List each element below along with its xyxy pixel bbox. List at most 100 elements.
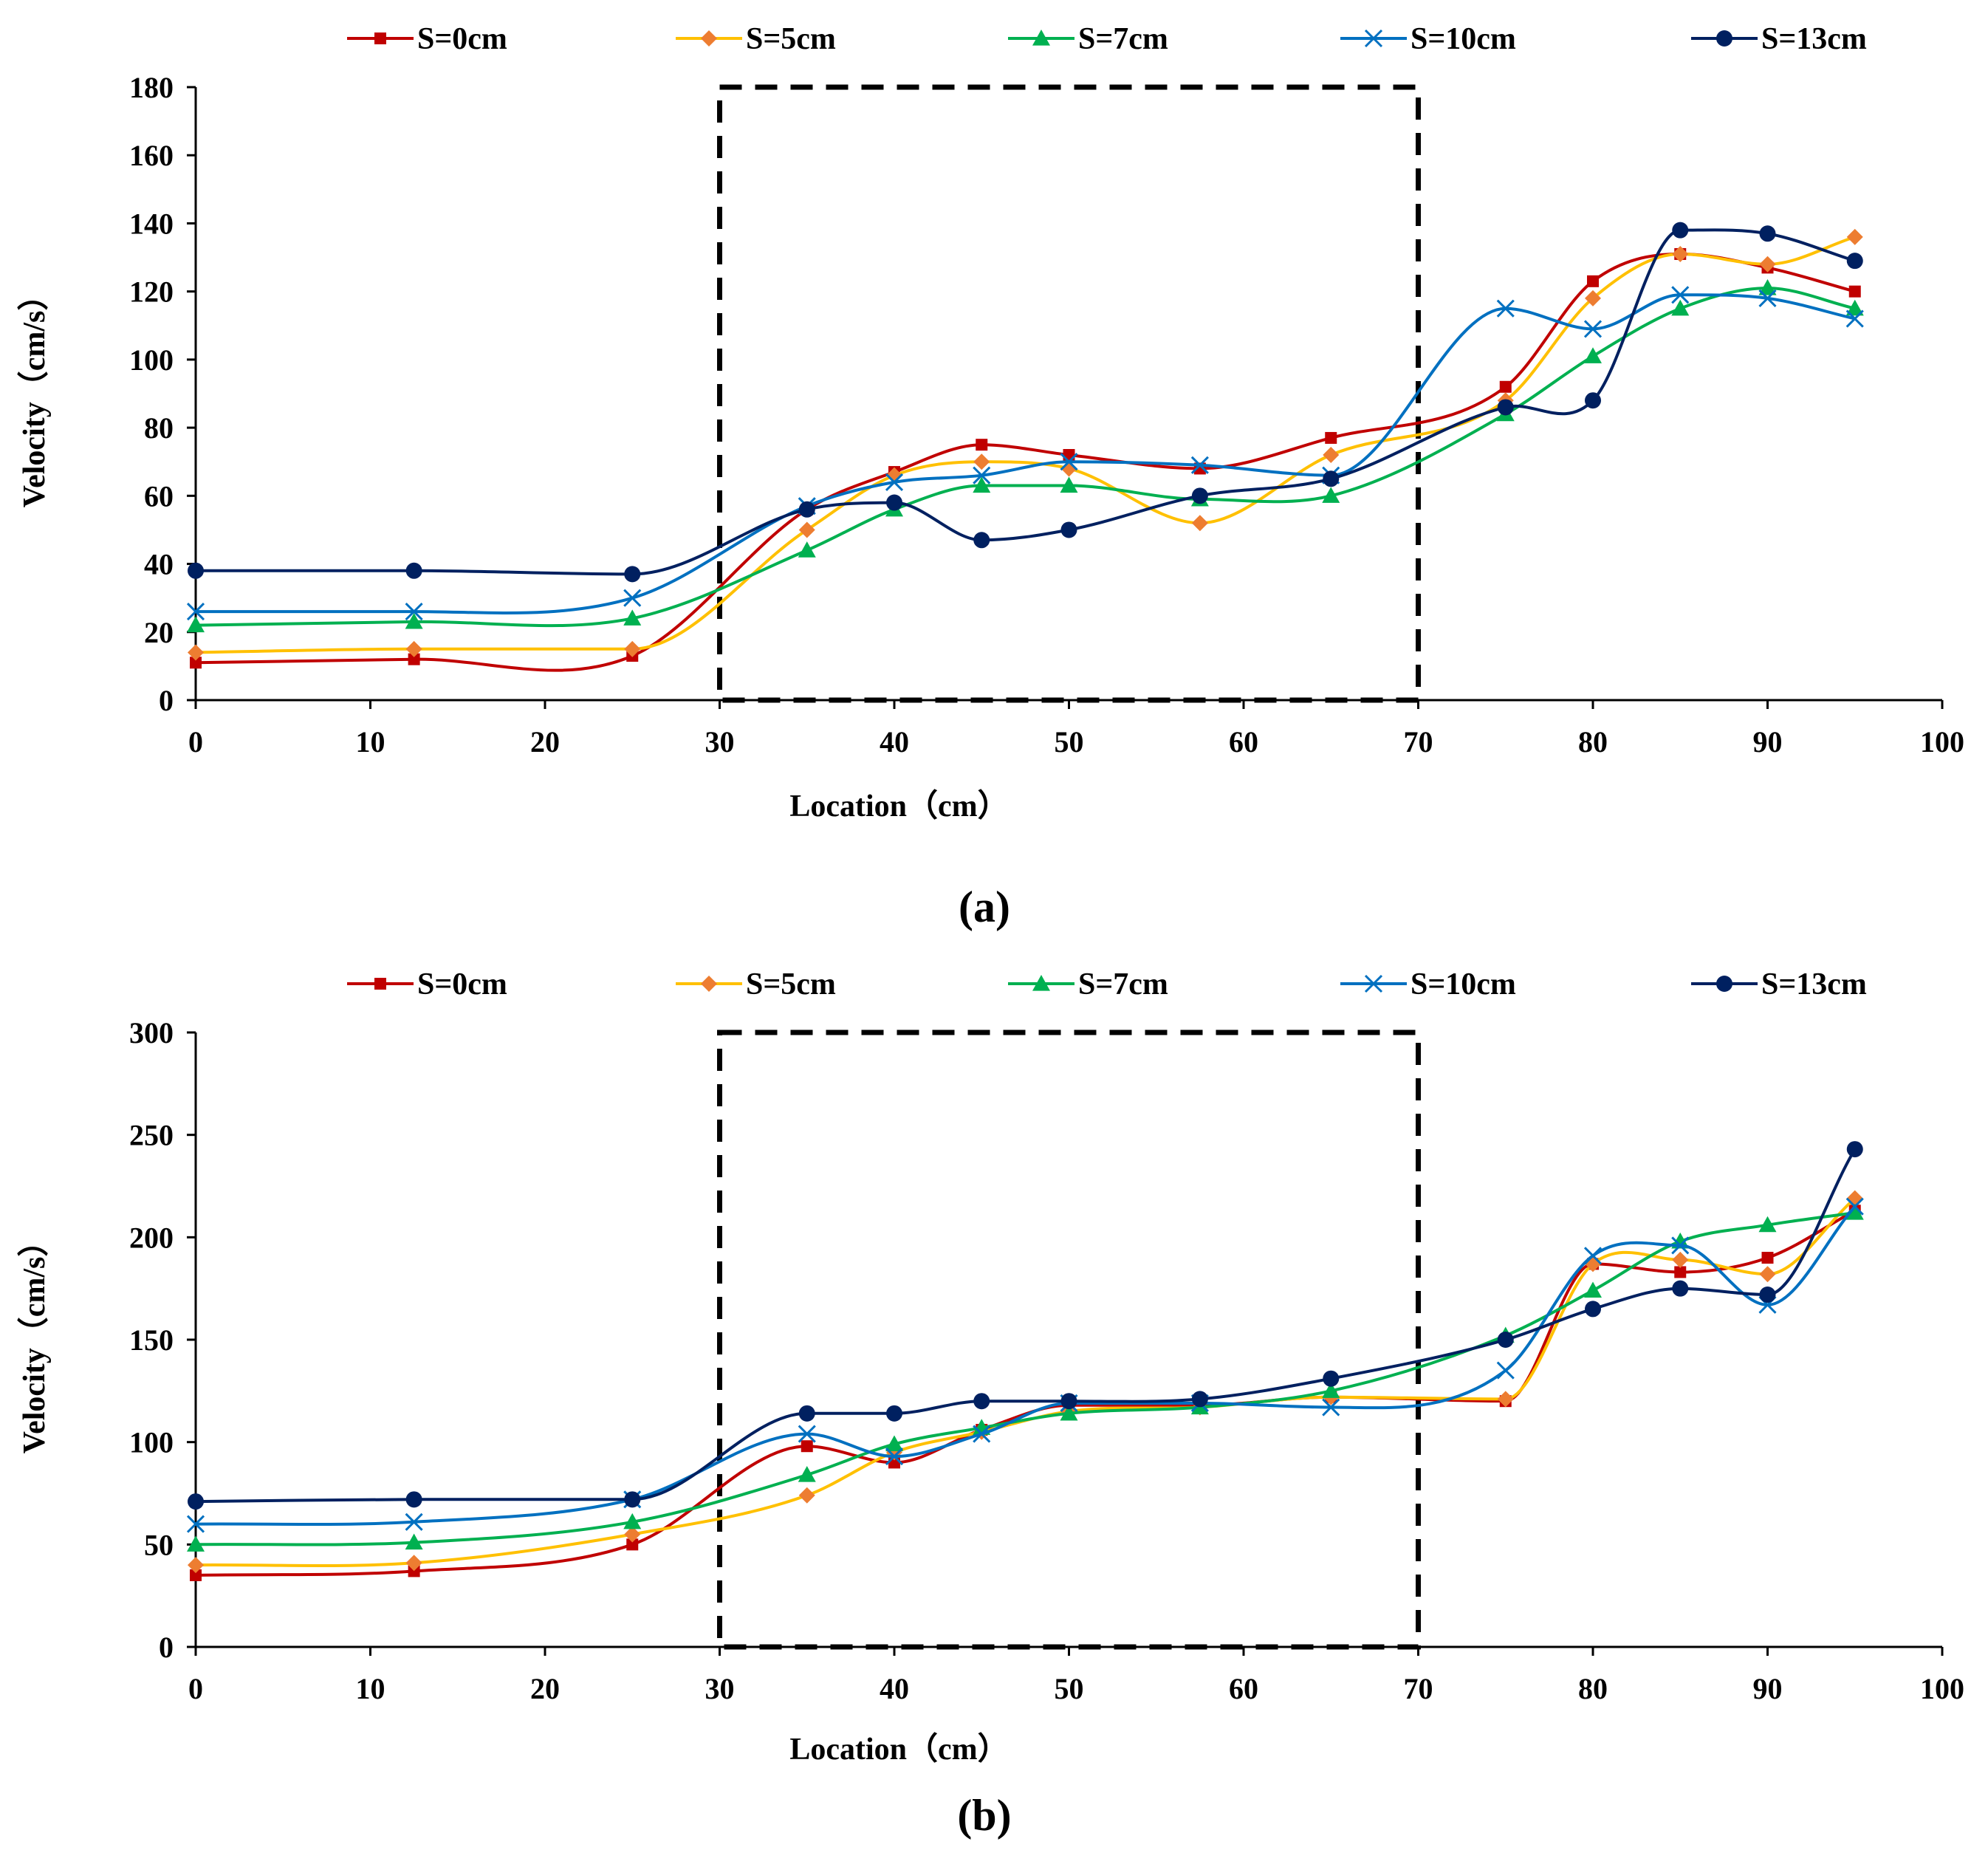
marker-s-13cm xyxy=(798,501,815,518)
marker-s-0cm xyxy=(1325,431,1337,444)
series-line-s-5cm xyxy=(195,235,1856,654)
marker-s-7cm xyxy=(187,616,205,633)
series-line-s-7cm xyxy=(195,287,1856,628)
x-tick-label: 10 xyxy=(356,1672,385,1705)
marker-s-5cm xyxy=(1759,1266,1776,1283)
marker-s-0cm xyxy=(190,657,202,669)
marker-s-10cm xyxy=(1845,1197,1864,1216)
highlight-box xyxy=(717,84,1421,703)
marker-s-10cm xyxy=(885,473,904,491)
marker-s-13cm xyxy=(1191,487,1208,504)
marker-s-10cm xyxy=(798,1425,816,1443)
highlight-box xyxy=(717,1030,1421,1650)
figure-caption: (a) xyxy=(959,883,1010,931)
x-tick-label: 70 xyxy=(1404,1672,1433,1705)
marker-s-5cm xyxy=(701,976,717,992)
marker-s-5cm xyxy=(1585,290,1601,306)
series-line-s-7cm xyxy=(195,1211,1856,1546)
marker-s-10cm xyxy=(1583,320,1603,338)
series-line-s-10cm xyxy=(196,293,1856,614)
y-tick-label: 40 xyxy=(144,548,174,581)
marker-s-7cm xyxy=(1845,1204,1864,1220)
marker-s-0cm xyxy=(976,439,988,451)
x-tick-label: 30 xyxy=(705,1672,735,1705)
marker-s-13cm xyxy=(1323,470,1340,487)
legend-label-s-13cm: S=13cm xyxy=(1761,967,1867,1001)
legend-label-s-0cm: S=0cm xyxy=(417,967,507,1001)
marker-s-10cm xyxy=(1190,456,1209,474)
marker-s-13cm xyxy=(1323,1370,1340,1387)
marker-s-10cm xyxy=(1322,1398,1340,1416)
marker-s-7cm xyxy=(405,1533,423,1550)
y-tick-label: 100 xyxy=(129,1426,174,1459)
marker-s-10cm xyxy=(1496,299,1515,318)
marker-s-13cm xyxy=(1191,1391,1208,1408)
legend-label-s-10cm: S=10cm xyxy=(1411,22,1516,56)
marker-s-13cm xyxy=(624,1491,641,1508)
marker-s-10cm xyxy=(1496,1361,1515,1380)
x-tick-label: 20 xyxy=(530,1672,560,1705)
chart-a: 0 20 40 60 80 100 120 140 160 180 0 10 20 30 40 50 60 70 8… xyxy=(17,22,1964,931)
series-line-s-5cm xyxy=(195,1197,1857,1567)
x-tick-label: 10 xyxy=(356,725,385,758)
y-tick-label: 140 xyxy=(129,207,174,240)
marker-s-10cm xyxy=(1364,974,1383,993)
marker-s-13cm xyxy=(1672,222,1689,239)
marker-s-13cm xyxy=(886,1405,902,1422)
y-tick-label: 20 xyxy=(144,616,174,649)
x-tick-label: 100 xyxy=(1920,725,1964,758)
marker-s-13cm xyxy=(1672,1280,1689,1297)
x-tick-label: 50 xyxy=(1055,725,1084,758)
marker-s-10cm xyxy=(1671,286,1690,304)
marker-s-5cm xyxy=(1846,228,1863,245)
marker-s-7cm xyxy=(623,1513,642,1529)
marker-s-13cm xyxy=(1585,392,1601,409)
x-tick-label: 80 xyxy=(1578,725,1608,758)
marker-s-5cm xyxy=(798,1487,815,1504)
x-tick-label: 80 xyxy=(1578,1672,1608,1705)
marker-s-10cm xyxy=(1583,1247,1603,1265)
marker-s-7cm xyxy=(1032,30,1050,46)
y-tick-label: 80 xyxy=(144,411,174,445)
marker-s-5cm xyxy=(1759,256,1776,273)
marker-s-10cm xyxy=(1060,453,1078,471)
marker-s-0cm xyxy=(626,1538,639,1551)
marker-s-5cm xyxy=(1323,447,1340,463)
marker-s-13cm xyxy=(1759,1286,1776,1303)
marker-s-7cm xyxy=(885,1435,903,1452)
y-tick-label: 300 xyxy=(129,1016,174,1049)
marker-s-5cm xyxy=(624,1526,641,1543)
legend-label-s-7cm: S=7cm xyxy=(1078,967,1168,1001)
marker-s-5cm xyxy=(624,640,641,657)
marker-s-0cm xyxy=(801,1440,813,1453)
marker-s-13cm xyxy=(1846,1141,1863,1158)
marker-s-5cm xyxy=(405,1555,422,1572)
marker-s-7cm xyxy=(1060,1404,1078,1421)
x-tick-label: 70 xyxy=(1404,725,1433,758)
marker-s-7cm xyxy=(405,612,423,629)
marker-s-10cm xyxy=(623,589,642,607)
marker-s-5cm xyxy=(1672,1251,1689,1268)
x-axis-label: Location（cm） xyxy=(789,1732,1008,1767)
marker-s-13cm xyxy=(188,562,204,579)
x-tick-label: 40 xyxy=(880,1672,909,1705)
y-tick-label: 200 xyxy=(129,1221,174,1254)
marker-s-10cm xyxy=(1671,1236,1690,1255)
legend-label-s-5cm: S=5cm xyxy=(746,967,836,1001)
marker-s-13cm xyxy=(1716,976,1732,992)
x-tick-label: 60 xyxy=(1229,725,1258,758)
series-line-s-13cm xyxy=(195,228,1856,576)
marker-s-7cm xyxy=(623,609,642,626)
y-axis-label: Velocity（cm/s） xyxy=(17,280,52,508)
y-tick-label: 0 xyxy=(159,684,174,717)
marker-s-0cm xyxy=(1587,275,1599,287)
marker-s-5cm xyxy=(405,640,422,657)
y-tick-label: 250 xyxy=(129,1119,174,1152)
marker-s-7cm xyxy=(1758,279,1777,295)
marker-s-0cm xyxy=(374,32,386,44)
marker-s-0cm xyxy=(374,978,386,990)
x-tick-label: 90 xyxy=(1753,725,1783,758)
marker-s-13cm xyxy=(886,494,902,511)
series-line-s-0cm xyxy=(195,1209,1856,1577)
